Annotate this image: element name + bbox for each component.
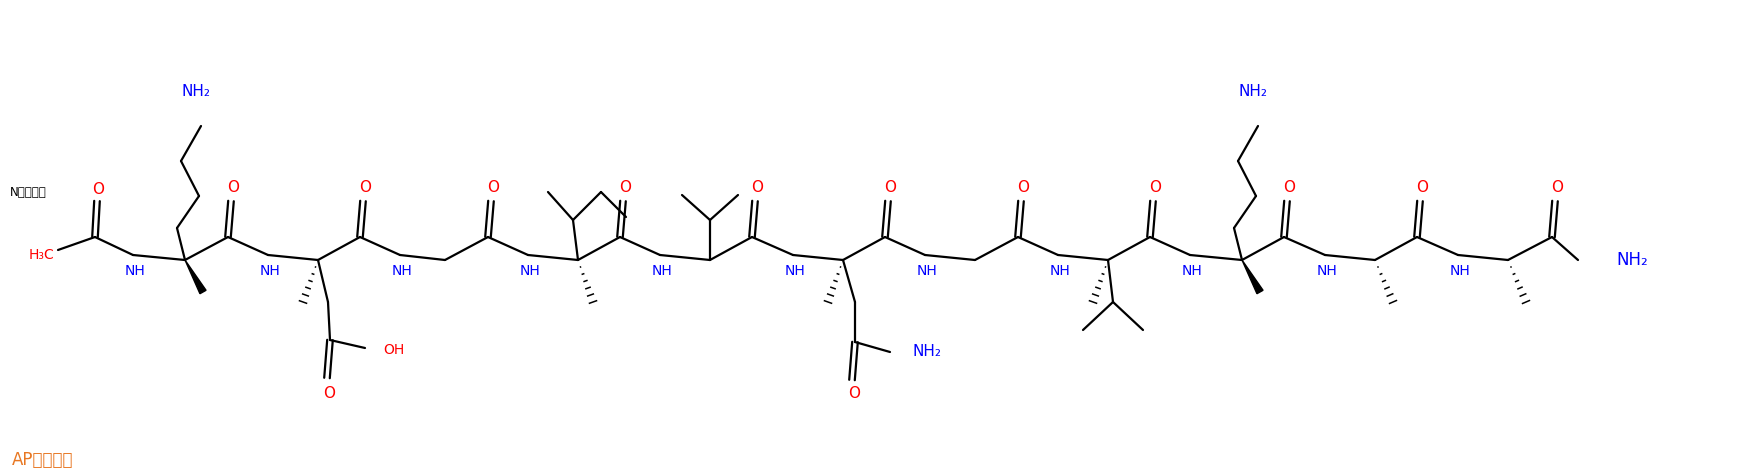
Text: O: O — [323, 386, 335, 400]
Text: NH: NH — [1050, 264, 1071, 278]
Text: O: O — [848, 387, 860, 401]
Text: NH₂: NH₂ — [912, 345, 942, 359]
Text: O: O — [1149, 180, 1162, 196]
Text: H₃C: H₃C — [28, 248, 54, 262]
Text: NH₂: NH₂ — [181, 83, 211, 99]
Text: O: O — [487, 180, 499, 196]
Text: AP专肽生物: AP专肽生物 — [12, 451, 73, 469]
Text: O: O — [619, 180, 631, 196]
Polygon shape — [185, 260, 206, 294]
Text: NH: NH — [917, 264, 937, 278]
Text: NH: NH — [124, 264, 145, 278]
Polygon shape — [1242, 260, 1263, 294]
Text: NH: NH — [1449, 264, 1470, 278]
Text: NH: NH — [652, 264, 673, 278]
Text: NH: NH — [520, 264, 541, 278]
Text: O: O — [227, 180, 239, 196]
Text: NH: NH — [392, 264, 412, 278]
Text: O: O — [1416, 180, 1428, 196]
Text: O: O — [359, 180, 371, 196]
Text: O: O — [1284, 180, 1296, 196]
Text: O: O — [884, 180, 896, 196]
Text: O: O — [1017, 180, 1029, 196]
Text: NH: NH — [260, 264, 281, 278]
Text: OH: OH — [384, 343, 405, 357]
Text: NH₂: NH₂ — [1238, 83, 1268, 99]
Text: NH: NH — [785, 264, 806, 278]
Text: NH: NH — [1317, 264, 1338, 278]
Text: O: O — [752, 180, 764, 196]
Text: NH: NH — [1182, 264, 1202, 278]
Text: N端乙酰化: N端乙酰化 — [10, 187, 47, 199]
Text: O: O — [1550, 180, 1563, 196]
Text: NH₂: NH₂ — [1617, 251, 1648, 269]
Text: O: O — [92, 181, 105, 197]
